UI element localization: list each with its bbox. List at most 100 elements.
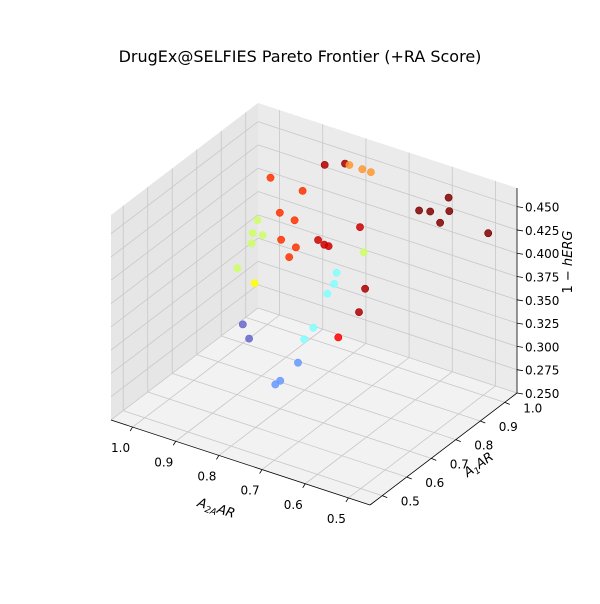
grid-line-z-back: [257, 167, 518, 254]
data-point: [300, 335, 308, 344]
data-point: [275, 208, 284, 217]
data-point: [320, 160, 329, 169]
data-point: [298, 186, 307, 195]
grid-line-y-floor: [221, 335, 481, 422]
data-point: [366, 168, 375, 176]
x-tick: [345, 497, 349, 503]
y-tick: [504, 401, 510, 405]
data-point: [332, 268, 341, 277]
z-tick-label: 0.250: [525, 387, 559, 401]
grid-line-z-back: [257, 214, 518, 301]
grid-line-z-side: [110, 191, 259, 304]
z-tick: [516, 299, 524, 302]
grid-line-z-back: [257, 144, 518, 231]
x-tick-label: 0.7: [241, 484, 260, 498]
data-point: [253, 216, 262, 224]
grid-line-x-floor: [132, 314, 280, 428]
grid-line-z-side: [110, 144, 259, 258]
grid-line-y-floor: [147, 391, 407, 478]
data-point: [426, 207, 435, 216]
grid-line-z-side: [110, 214, 259, 328]
data-points: [233, 159, 493, 389]
data-point: [294, 358, 302, 367]
data-point: [445, 207, 454, 215]
z-tick: [516, 392, 524, 395]
floor-pane: [111, 308, 517, 505]
z-tick: [516, 346, 524, 348]
data-point: [324, 242, 333, 250]
grid-line-z-side: [110, 261, 259, 374]
data-point: [314, 236, 322, 244]
grid-line-z-back: [257, 284, 518, 371]
grid-line-z-side: [110, 167, 259, 281]
data-point: [330, 279, 339, 288]
x-tick-label: 0.8: [197, 469, 216, 483]
data-point: [271, 380, 280, 389]
z-tick-label: 0.300: [525, 340, 559, 354]
data-point: [250, 279, 259, 287]
y-tick-label: 0.5: [401, 495, 420, 509]
y-axis-label-part: 1: [473, 466, 483, 477]
grid-line-z-side: [110, 284, 259, 398]
z-tick-label: 0.450: [525, 201, 559, 215]
data-point: [248, 229, 257, 237]
x-tick: [259, 469, 263, 474]
data-point: [290, 216, 299, 225]
data-point: [355, 308, 363, 316]
y-tick: [406, 476, 412, 480]
data-point: [238, 320, 247, 329]
grid-line-z-back: [257, 261, 518, 347]
x-axis-line: [110, 419, 371, 506]
y-tick-label: 0.8: [474, 439, 493, 453]
grid-line-x-floor: [261, 357, 410, 470]
x-tick: [172, 441, 177, 446]
grid-line-z-back: [257, 237, 518, 324]
grid-line-x-floor: [218, 343, 367, 456]
y-tick: [382, 495, 388, 499]
x-tick-label: 0.9: [154, 455, 173, 469]
z-tick-label: 0.400: [525, 247, 559, 261]
x-axis-label-part: 2A: [203, 505, 217, 518]
data-point: [358, 165, 367, 174]
z-tick: [516, 276, 524, 278]
y-tick-label: 0.6: [425, 476, 444, 490]
grid-line-x-floor: [348, 385, 496, 499]
x-tick: [302, 483, 306, 488]
data-point: [436, 218, 444, 227]
grid-line-z-back: [257, 307, 518, 394]
y-tick-label: 0.9: [499, 420, 518, 434]
y-axis-label: A1AR: [461, 450, 498, 483]
data-point: [361, 284, 369, 293]
x-tick-label: 0.5: [327, 512, 346, 526]
chart-title: DrugEx@SELFIES Pareto Frontier (+RA Scor…: [118, 47, 482, 66]
grid-line-y-floor: [245, 316, 505, 403]
y-axis-line: [369, 392, 518, 506]
grid-line-z-side: [110, 307, 259, 421]
y-tick: [480, 420, 486, 424]
axis-lines: [110, 188, 518, 506]
z-tick-label: 0.350: [525, 294, 559, 308]
z-tick-label: 0.375: [525, 271, 559, 285]
y-tick: [455, 439, 461, 443]
data-point: [285, 253, 294, 261]
data-point: [484, 229, 493, 238]
z-axis-label-part: 1 −: [561, 266, 576, 293]
z-tick-label: 0.325: [525, 317, 559, 331]
y-tick: [431, 457, 437, 461]
y-tick-label: 0.7: [450, 457, 469, 471]
grid-line-y-floor: [196, 354, 456, 441]
tick-labels: 0.50.60.70.80.91.00.50.60.70.80.91.00.25…: [111, 201, 559, 526]
tick-marks: [129, 206, 524, 503]
grid-line-z-back: [257, 121, 518, 208]
data-point: [415, 206, 423, 215]
data-point: [247, 239, 256, 248]
x-tick: [216, 455, 220, 460]
grid-line-x-floor: [305, 371, 453, 485]
data-point: [309, 323, 318, 332]
grid-line-z-back: [257, 191, 518, 277]
data-point: [233, 264, 242, 272]
z-tick: [516, 252, 524, 255]
grid-line-x-floor: [175, 328, 323, 442]
z-axis-label-part: hERG: [561, 231, 576, 267]
